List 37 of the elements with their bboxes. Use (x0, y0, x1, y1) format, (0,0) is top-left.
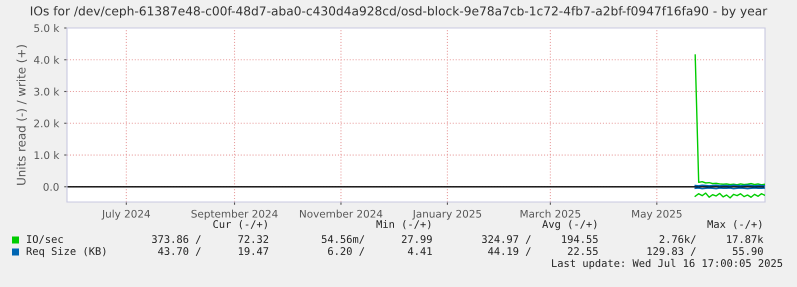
text: 27.99 (402, 235, 432, 244)
y-tick-label: 2.0 k (34, 119, 60, 128)
text: Avg (-/+) (542, 220, 596, 230)
x-tick-label: September 2024 (192, 210, 278, 220)
text: Max (-/+) (707, 220, 762, 230)
text: 129.83 / (648, 247, 696, 256)
y-tick-label: 4.0 k (34, 56, 60, 64)
text: 72.32 (238, 235, 268, 244)
text: 55.90 (732, 247, 763, 256)
y-tick-label: 1.0 k (34, 151, 60, 160)
text: 54.56m/ (322, 235, 364, 244)
text: Min (-/+) (376, 220, 430, 230)
legend-label: Req Size (KB) (26, 246, 106, 258)
text: 22.55 (568, 247, 598, 256)
text: 44.19 / (488, 247, 531, 256)
text: 373.86 / (152, 235, 201, 244)
x-tick-label: May 2025 (632, 210, 682, 220)
text: 2.76k/ (660, 234, 696, 244)
legend-label: IO/sec (27, 235, 63, 244)
y-tick-label: 5.0 k (34, 24, 60, 32)
x-tick-label: November 2024 (300, 210, 382, 218)
text: 324.97 / (482, 235, 531, 244)
text: 4.41 (408, 247, 432, 255)
text: Last update: Wed Jul 16 17:00:05 2025 (552, 258, 782, 270)
x-tick-label: March 2025 (520, 210, 580, 218)
text: Cur (-/+) (213, 220, 267, 230)
text: 17.87k (727, 234, 764, 244)
x-tick-label: January 2025 (412, 210, 482, 220)
y-tick-label: 0.0 (43, 182, 59, 191)
text: 43.70 / (158, 247, 201, 256)
text: 19.47 (238, 247, 268, 256)
text: 194.55 (562, 235, 598, 244)
chart-title: IOs for /dev/ceph-61387e48-c00f-48d7-aba0-c430d4a928cd/osd-block-9e78a7cb-1c72-4fb7-a2bf-f0947f16fa90 - by year (30, 6, 768, 18)
y-tick-label: 3.0 k (34, 88, 60, 96)
x-tick-label: July 2024 (102, 210, 150, 220)
y-axis-title: Units read (-) / write (+) (16, 45, 27, 185)
text: 6.20 / (328, 247, 364, 256)
